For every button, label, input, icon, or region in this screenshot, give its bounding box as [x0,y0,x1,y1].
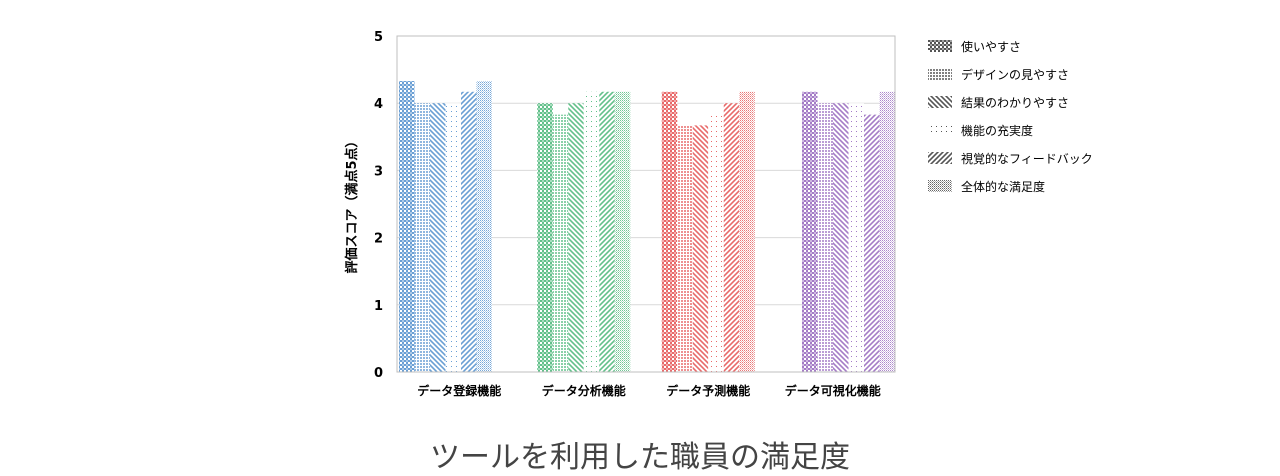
bar [430,103,446,372]
legend-swatch [928,152,952,164]
bar [568,103,584,372]
bar [817,103,833,372]
y-tick-label: 4 [374,97,383,112]
legend-label: 使いやすさ [961,39,1021,54]
bar [692,125,709,372]
bar [399,81,415,373]
bar [476,81,492,373]
x-category-label: データ登録機能 [417,383,501,398]
bar [445,103,461,372]
x-category-label: データ予測機能 [666,383,750,398]
legend-swatch [928,40,952,52]
x-category-label: データ可視化機能 [785,383,881,398]
legend-label: 結果のわかりやすさ [961,96,1069,110]
legend-label: 全体的な満足度 [961,179,1045,194]
chart-caption: ツールを利用した職員の満足度 [430,440,850,475]
bar [802,91,818,372]
bar [537,103,553,372]
y-tick-label: 0 [374,366,383,381]
y-tick-label: 5 [374,30,383,45]
legend-label: デザインの見やすさ [961,67,1069,82]
legend-swatch [928,180,952,192]
legend: 使いやすさデザインの見やすさ結果のわかりやすさ機能の充実度視覚的なフィードバック… [928,39,1093,194]
axes: 0 1 2 3 4 5 評価スコア（満点5点） データ登録機能 データ分析機能 データ予測機能 デー… [344,30,896,398]
bar [552,114,569,373]
legend-swatch [928,96,952,108]
bar [583,91,600,372]
x-category-label: データ分析機能 [542,383,626,398]
legend-swatch [928,68,952,80]
y-tick-label: 3 [374,164,383,179]
y-axis-title: 評価スコア（満点5点） [344,134,360,273]
legend-label: 機能の充実度 [961,123,1033,138]
y-tick-label: 2 [374,232,383,247]
bar [461,91,477,372]
y-tick-label: 1 [374,299,383,314]
bar [708,114,724,373]
bar [614,91,631,372]
bar [723,103,740,372]
legend-swatch [928,124,952,136]
bar [599,91,615,372]
legend-label: 視覚的なフィードバック [961,151,1093,166]
bar [414,103,430,372]
bar [739,91,755,372]
plot-area-border [396,35,896,373]
bar [848,103,864,372]
bar [677,125,693,372]
bar [661,91,678,372]
bars [399,81,895,373]
bar [879,91,895,372]
bar [864,114,880,373]
bar [833,103,849,372]
